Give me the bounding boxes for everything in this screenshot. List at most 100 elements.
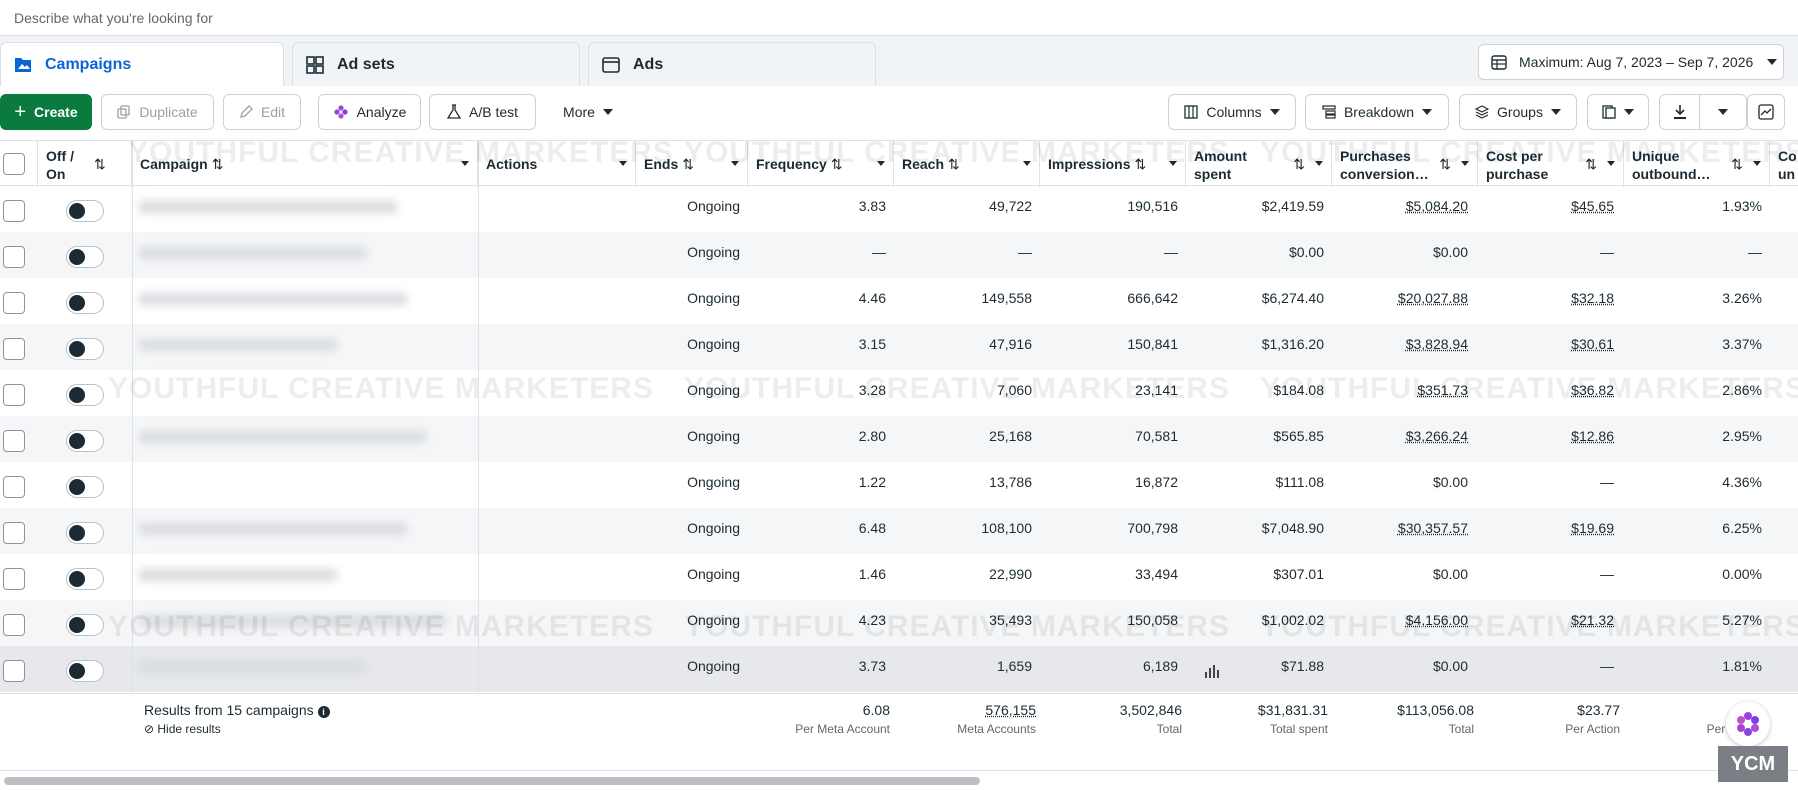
sort-icon[interactable]: ⇅ xyxy=(830,156,843,172)
col-impressions[interactable]: Impressions ⇅ xyxy=(1040,141,1186,187)
table-row[interactable]: Ongoing 4.23 35,493 150,058 $1,002.02 $4,156.… xyxy=(0,600,1798,646)
export-dropdown[interactable] xyxy=(1700,109,1746,115)
tab-ads[interactable]: Ads xyxy=(588,42,876,86)
table-row[interactable]: Ongoing 1.22 13,786 16,872 $111.08 $0.00 — 4.36… xyxy=(0,462,1798,508)
col-next[interactable]: Co un xyxy=(1770,141,1798,187)
select-all-checkbox[interactable] xyxy=(3,153,25,175)
column-menu-icon[interactable] xyxy=(461,161,469,166)
chart-toggle-button[interactable] xyxy=(1747,94,1785,130)
col-off-on[interactable]: Off / On ⇅ xyxy=(38,141,132,187)
cost-per-purchase-cell[interactable]: $32.18 xyxy=(1571,290,1614,306)
row-checkbox[interactable] xyxy=(3,292,25,314)
date-range-picker[interactable]: Maximum: Aug 7, 2023 – Sep 7, 2026 xyxy=(1478,44,1784,80)
table-row[interactable]: Ongoing 3.28 7,060 23,141 $184.08 $351.73 $36.… xyxy=(0,370,1798,416)
col-unique-outbound[interactable]: Unique outbound… ⇅ xyxy=(1624,141,1770,187)
campaign-toggle[interactable] xyxy=(66,384,104,406)
col-reach[interactable]: Reach ⇅ xyxy=(894,141,1040,187)
cost-per-purchase-cell[interactable]: $36.82 xyxy=(1571,382,1614,398)
campaign-toggle[interactable] xyxy=(66,338,104,360)
row-checkbox[interactable] xyxy=(3,338,25,360)
cost-per-purchase-cell[interactable]: $30.61 xyxy=(1571,336,1614,352)
col-cost-per-purchase[interactable]: Cost per purchase ⇅ xyxy=(1478,141,1624,187)
row-checkbox[interactable] xyxy=(3,476,25,498)
horizontal-scrollbar[interactable] xyxy=(0,770,1798,790)
ai-assistant-button[interactable] xyxy=(1726,702,1770,746)
scrollbar-thumb[interactable] xyxy=(4,777,980,785)
tab-ad-sets[interactable]: Ad sets xyxy=(292,42,580,86)
analyze-button[interactable]: Analyze xyxy=(318,94,421,130)
create-button[interactable]: + Create xyxy=(0,94,92,130)
campaign-toggle[interactable] xyxy=(66,476,104,498)
sort-icon[interactable]: ⇅ xyxy=(211,156,224,172)
column-menu-icon[interactable] xyxy=(1023,161,1031,166)
purchases-cell[interactable]: $4,156.00 xyxy=(1405,612,1468,628)
col-purchases[interactable]: Purchases conversion… ⇅ xyxy=(1332,141,1478,187)
row-checkbox[interactable] xyxy=(3,430,25,452)
columns-button[interactable]: Columns xyxy=(1168,94,1296,130)
row-checkbox[interactable] xyxy=(3,614,25,636)
col-amount-spent[interactable]: Amount spent ⇅ xyxy=(1186,141,1332,187)
cost-per-purchase-cell[interactable]: $12.86 xyxy=(1571,428,1614,444)
campaign-name-redacted[interactable] xyxy=(138,568,338,582)
col-campaign[interactable]: Campaign ⇅ xyxy=(132,141,478,187)
purchases-cell[interactable]: $3,266.24 xyxy=(1405,428,1468,444)
campaign-toggle[interactable] xyxy=(66,430,104,452)
sort-icon[interactable]: ⇅ xyxy=(1731,156,1743,172)
table-row[interactable]: Ongoing 2.80 25,168 70,581 $565.85 $3,266.24 $… xyxy=(0,416,1798,462)
row-checkbox[interactable] xyxy=(3,246,25,268)
purchases-cell[interactable]: $20,027.88 xyxy=(1397,290,1468,306)
col-actions[interactable]: Actions xyxy=(478,141,636,187)
campaign-name-redacted[interactable] xyxy=(138,430,428,444)
row-checkbox[interactable] xyxy=(3,384,25,406)
cost-per-purchase-cell[interactable]: $45.65 xyxy=(1571,198,1614,214)
breakdown-button[interactable]: Breakdown xyxy=(1305,94,1449,130)
table-row[interactable]: Ongoing 3.15 47,916 150,841 $1,316.20 $3,828.… xyxy=(0,324,1798,370)
export-button[interactable] xyxy=(1659,94,1747,130)
sort-icon[interactable]: ⇅ xyxy=(1293,156,1305,172)
campaign-toggle[interactable] xyxy=(66,292,104,314)
table-row[interactable]: Ongoing 3.83 49,722 190,516 $2,419.59 $5,084.… xyxy=(0,186,1798,232)
info-icon[interactable]: i xyxy=(317,706,330,718)
sort-icon[interactable]: ⇅ xyxy=(948,156,960,172)
campaign-toggle[interactable] xyxy=(66,568,104,590)
table-row[interactable]: Ongoing 4.46 149,558 666,642 $6,274.40 $20,02… xyxy=(0,278,1798,324)
column-menu-icon[interactable] xyxy=(1753,161,1761,166)
campaign-name-redacted[interactable] xyxy=(138,200,398,214)
row-checkbox[interactable] xyxy=(3,200,25,222)
campaign-toggle[interactable] xyxy=(66,614,104,636)
table-row[interactable]: Ongoing 3.73 1,659 6,189 $71.88 $0.00 — 1.81% xyxy=(0,646,1798,692)
cost-per-purchase-cell[interactable]: $19.69 xyxy=(1571,520,1614,536)
edit-button[interactable]: Edit xyxy=(223,94,301,130)
campaign-toggle[interactable] xyxy=(66,522,104,544)
column-menu-icon[interactable] xyxy=(1461,161,1469,166)
cost-per-purchase-cell[interactable]: $21.32 xyxy=(1571,612,1614,628)
column-menu-icon[interactable] xyxy=(877,161,885,166)
more-button[interactable]: More xyxy=(548,94,628,130)
campaign-name-redacted[interactable] xyxy=(138,614,448,628)
campaign-name-redacted[interactable] xyxy=(138,660,368,674)
table-row[interactable]: Ongoing — — — $0.00 $0.00 — — xyxy=(0,232,1798,278)
campaign-toggle[interactable] xyxy=(66,200,104,222)
column-menu-icon[interactable] xyxy=(1607,161,1615,166)
campaign-name-redacted[interactable] xyxy=(138,522,408,536)
campaign-toggle[interactable] xyxy=(66,660,104,682)
sort-icon[interactable]: ⇅ xyxy=(94,156,106,172)
purchases-cell[interactable]: $5,084.20 xyxy=(1405,198,1468,214)
campaign-toggle[interactable] xyxy=(66,246,104,268)
purchases-cell[interactable]: $351.73 xyxy=(1417,382,1468,398)
sort-icon[interactable]: ⇅ xyxy=(1439,156,1451,172)
campaign-name-redacted[interactable] xyxy=(138,292,408,306)
purchases-cell[interactable]: $3,828.94 xyxy=(1405,336,1468,352)
tab-campaigns[interactable]: Campaigns xyxy=(0,42,284,86)
reports-button[interactable] xyxy=(1587,94,1649,130)
search-bar[interactable]: Describe what you're looking for xyxy=(0,0,1798,36)
duplicate-button[interactable]: Duplicate xyxy=(101,94,214,130)
table-row[interactable]: Ongoing 1.46 22,990 33,494 $307.01 $0.00 — 0.00… xyxy=(0,554,1798,600)
row-checkbox[interactable] xyxy=(3,660,25,682)
hide-results-link[interactable]: ⊘ Hide results xyxy=(144,722,464,736)
download-icon[interactable] xyxy=(1660,95,1700,129)
groups-button[interactable]: Groups xyxy=(1459,94,1577,130)
column-menu-icon[interactable] xyxy=(1315,161,1323,166)
bar-chart-icon[interactable] xyxy=(1204,664,1220,678)
row-checkbox[interactable] xyxy=(3,568,25,590)
